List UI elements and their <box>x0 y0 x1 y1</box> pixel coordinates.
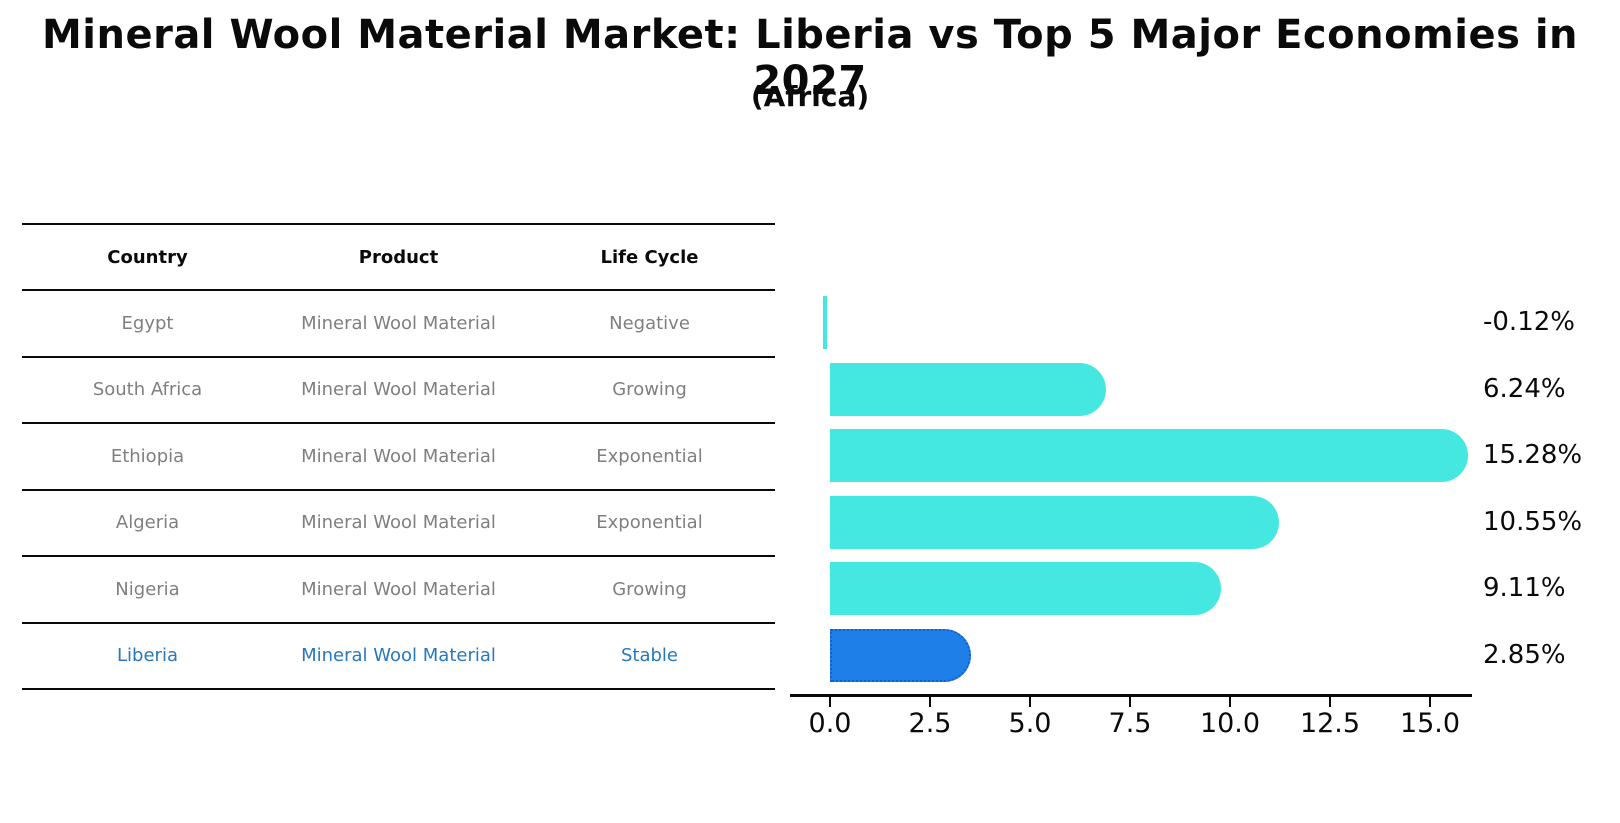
bar-nigeria <box>830 562 1221 615</box>
value-label: -0.12% <box>1483 307 1575 337</box>
cell-product: Mineral Wool Material <box>301 445 496 467</box>
x-axis-tick <box>1029 696 1031 707</box>
table-row: Egypt Mineral Wool Material Negative <box>22 289 775 356</box>
cell-lifecycle: Negative <box>609 312 690 334</box>
cell-country: Ethiopia <box>110 445 185 467</box>
cell-country: Algeria <box>115 512 180 534</box>
x-axis-tick <box>1429 696 1431 707</box>
x-axis-tick <box>1129 696 1131 707</box>
cell-lifecycle: Exponential <box>596 445 703 467</box>
x-tick-label: 7.5 <box>1108 708 1152 739</box>
cell-lifecycle: Exponential <box>596 512 703 534</box>
col-header-country: Country <box>107 246 188 268</box>
x-tick-label: 5.0 <box>1008 708 1052 739</box>
x-axis-tick <box>1329 696 1331 707</box>
table-row-highlight-liberia: Liberia Mineral Wool Material Stable <box>22 621 775 689</box>
value-label: 6.24% <box>1483 373 1566 404</box>
table-header-row: Country Product Life Cycle <box>22 223 775 289</box>
value-label: 2.85% <box>1483 639 1566 670</box>
bar-egypt <box>823 296 828 349</box>
chart-title: Mineral Wool Material Market: Liberia vs… <box>41 12 1579 104</box>
bar-south-africa <box>830 362 1107 416</box>
table-row: Algeria Mineral Wool Material Exponentia… <box>22 488 775 556</box>
x-tick-label: 12.5 <box>1299 708 1361 739</box>
cell-product: Mineral Wool Material <box>301 578 496 600</box>
cell-country: South Africa <box>92 379 203 401</box>
col-header-product: Product <box>358 246 439 268</box>
bar-algeria <box>830 495 1279 549</box>
bar-ethiopia <box>830 429 1468 482</box>
value-label: 9.11% <box>1483 573 1566 603</box>
x-tick-label: 10.0 <box>1199 708 1261 739</box>
table-row: South Africa Mineral Wool Material Growi… <box>22 355 775 423</box>
cell-product: Mineral Wool Material <box>301 312 496 334</box>
x-axis-tick <box>1229 696 1231 707</box>
value-label: 10.55% <box>1483 506 1583 537</box>
cell-country: Egypt <box>121 312 174 334</box>
cell-product: Mineral Wool Material <box>301 645 496 667</box>
cell-lifecycle: Stable <box>620 645 678 667</box>
cell-lifecycle: Growing <box>612 379 687 401</box>
table-row: Ethiopia Mineral Wool Material Exponenti… <box>22 422 775 489</box>
bar-liberia <box>830 628 971 682</box>
x-axis-tick <box>829 696 831 707</box>
cell-product: Mineral Wool Material <box>301 379 496 401</box>
cell-country: Liberia <box>117 645 178 667</box>
table-bottom-rule <box>22 688 775 690</box>
chart-subtitle: (Africa) <box>750 80 870 113</box>
x-tick-label: 2.5 <box>908 708 952 739</box>
x-tick-label: 15.0 <box>1399 708 1461 739</box>
x-axis-tick <box>929 696 931 707</box>
cell-product: Mineral Wool Material <box>301 512 496 534</box>
value-label: 15.28% <box>1483 440 1583 470</box>
col-header-lifecycle: Life Cycle <box>600 246 699 268</box>
country-table: Country Product Life Cycle Egypt Mineral… <box>22 223 775 690</box>
table-row: Nigeria Mineral Wool Material Growing <box>22 555 775 622</box>
cell-country: Nigeria <box>115 578 180 600</box>
x-tick-label: 0.0 <box>808 708 852 739</box>
cell-lifecycle: Growing <box>612 578 687 600</box>
x-axis-line <box>790 694 1472 697</box>
